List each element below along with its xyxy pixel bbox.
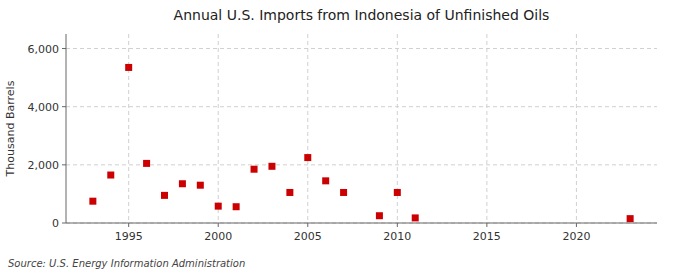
point [322,177,329,184]
y-grid-line [66,48,657,49]
point [376,212,383,219]
point [161,192,168,199]
point [215,203,222,210]
chart-title: Annual U.S. Imports from Indonesia of Un… [174,7,550,23]
chart-svg: 0 2,000 4,000 6,000 1995 2000 2005 2010 2015 2020… [0,0,675,275]
x-tick [486,223,487,227]
point [340,189,347,196]
x-grid-line [128,34,129,223]
point [304,154,311,161]
point [125,64,132,71]
point [143,160,150,167]
point [89,198,96,205]
y-tick [62,164,66,165]
axes: 0 2,000 4,000 6,000 1995 2000 2005 2010 2015 2020 [28,34,658,243]
x-tick [307,223,308,227]
chart-container: 0 2,000 4,000 6,000 1995 2000 2005 2010 2015 2020… [0,0,675,275]
x-grid-line [307,34,308,223]
grid [66,34,657,223]
x-tick-label: 2005 [294,230,322,243]
point [627,215,634,222]
point [107,172,114,179]
point [268,163,275,170]
x-tick-label: 2010 [383,230,411,243]
y-tick [62,106,66,107]
point [412,214,419,221]
points [89,64,633,222]
y-tick-label: 4,000 [28,101,60,114]
x-grid-line [576,34,577,223]
y-tick-label: 6,000 [28,43,60,56]
point [394,189,401,196]
x-tick [397,223,398,227]
y-tick [62,48,66,49]
y-axis-line [66,34,67,223]
y-tick-label: 0 [52,217,59,230]
y-grid-line [66,106,657,107]
x-tick-label: 1995 [115,230,143,243]
point [179,180,186,187]
point [233,203,240,210]
y-tick-label: 2,000 [28,159,60,172]
x-tick-label: 2000 [204,230,232,243]
x-tick [576,223,577,227]
x-tick [128,223,129,227]
x-tick [218,223,219,227]
point [286,189,293,196]
x-grid-line [486,34,487,223]
point [251,166,258,173]
y-grid-line [66,223,657,224]
y-tick [62,223,66,224]
source-note: Source: U.S. Energy Information Administ… [8,258,245,269]
x-grid-line [218,34,219,223]
y-axis-label: Thousand Barrels [4,80,17,177]
x-tick-label: 2015 [473,230,501,243]
y-grid-line [66,164,657,165]
x-tick-label: 2020 [562,230,590,243]
x-axis-line [66,223,657,224]
point [197,182,204,189]
